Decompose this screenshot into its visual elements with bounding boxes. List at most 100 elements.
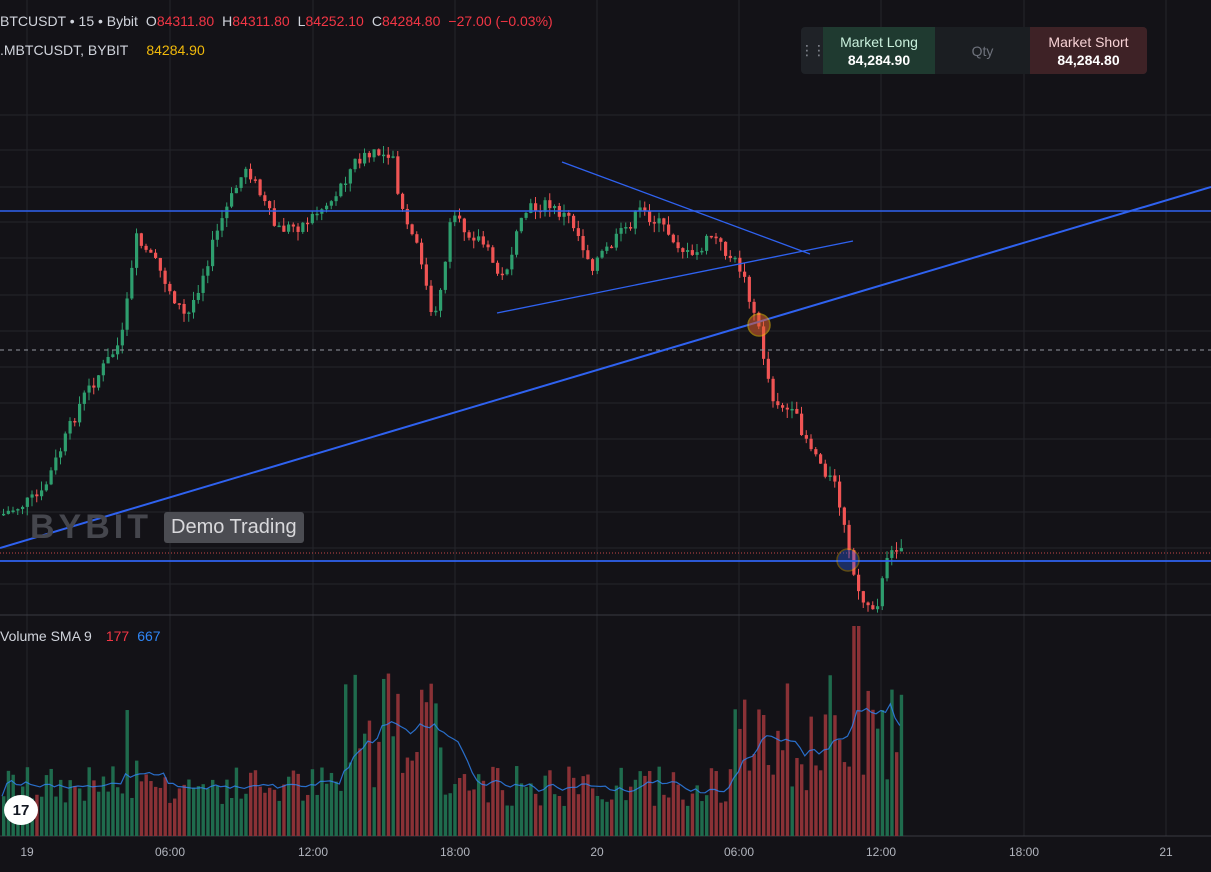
candle-body [819,454,823,464]
volume-bar [291,770,296,836]
candle-body [458,215,462,219]
volume-bar [215,785,220,836]
candle-body [795,408,799,414]
market-long-button[interactable]: Market Long 84,284.90 [823,27,935,74]
candle-body [268,201,272,209]
volume-bar [515,766,519,836]
candle-body [880,578,884,607]
volume-bar [258,786,262,836]
candle-body [814,449,818,455]
candle-body [671,234,675,243]
volume-bar [481,780,486,836]
volume-sma-line [1,702,901,797]
candle-body [382,154,386,157]
volume-bars [2,626,904,836]
candle-body [638,207,642,212]
trade-panel: ⋮⋮ Market Long 84,284.90 Qty Market Shor… [801,27,1147,74]
volume-bar [638,771,642,836]
candle-body [367,152,371,158]
volume-bar [880,709,885,836]
candle-body [890,550,894,558]
volume-bar [391,736,395,836]
volume-bar [68,780,72,836]
volume-bar [177,788,182,836]
candle-body [738,257,742,272]
candle-body [177,303,181,305]
volume-bar [410,760,414,836]
candle-body [11,510,15,513]
candle-body [752,301,756,313]
candle-body [196,292,200,300]
candle-body [852,550,856,575]
volume-bar [249,772,253,836]
demo-trading-badge: Demo Trading [164,512,304,543]
candle-body [567,212,571,216]
tradingview-logo-icon[interactable]: 17 [4,795,38,825]
candle-body [614,233,618,248]
candle-body [111,354,115,357]
candle-body [785,407,789,410]
volume-bar [120,793,125,836]
volume-bar [401,772,405,836]
volume-bar [201,784,205,836]
candle-body [515,231,519,255]
open-label: O [145,13,157,29]
candle-body [49,470,53,485]
candle-body [234,187,238,194]
volume-bar [695,785,699,836]
candle-body [510,254,514,270]
volume-bar [524,787,528,836]
symbol-label[interactable]: BTCUSDT • 15 • Bybit [0,13,138,29]
market-short-button[interactable]: Market Short 84,284.80 [1030,27,1147,74]
volume-bar [852,626,856,836]
volume-bar [220,803,224,836]
volume-bar [73,786,77,836]
candle-body [301,222,305,232]
volume-legend[interactable]: Volume SMA 9 177 667 [0,628,161,644]
drawn-lines [0,161,1211,572]
volume-bar [657,766,661,836]
candle-body [733,257,737,260]
candle-body [828,475,832,477]
candlesticks [2,146,903,613]
volume-bar [491,766,495,836]
drag-handle-icon[interactable]: ⋮⋮ [801,42,826,58]
volume-bar [239,798,243,836]
secondary-symbol[interactable]: .MBTCUSDT, BYBIT [0,42,129,58]
volume-bar [263,792,267,836]
qty-input[interactable]: Qty [935,27,1030,74]
volume-bar [173,798,177,836]
candle-body [448,222,452,262]
candle-body [743,271,747,277]
candle-body [239,177,243,188]
volume-bar [130,797,134,836]
volume-bar [581,776,585,836]
support-touch-marker [836,548,860,572]
candle-body [310,213,314,224]
candle-body [543,200,547,212]
volume-bar [800,764,804,836]
close-value: 84284.80 [381,13,441,29]
volume-bar [158,787,163,836]
market-short-price: 84,284.80 [1057,51,1120,68]
candle-body [676,242,680,249]
chart-grid [0,0,1211,837]
candle-body [87,385,91,393]
candle-body [149,249,153,253]
candle-body [30,494,34,498]
candle-body [73,420,77,423]
volume-bar [861,774,866,836]
volume-bar [709,768,714,836]
volume-bar [871,709,875,836]
volume-bar [700,801,704,836]
volume-bar [576,794,581,836]
volume-bar [586,774,590,836]
volume-bar [705,795,709,836]
volume-bar [234,767,239,836]
candle-body [724,241,728,256]
volume-bar [192,787,196,836]
candle-body [135,233,139,268]
open-value: 84311.80 [156,13,215,29]
volume-bar [272,789,277,836]
